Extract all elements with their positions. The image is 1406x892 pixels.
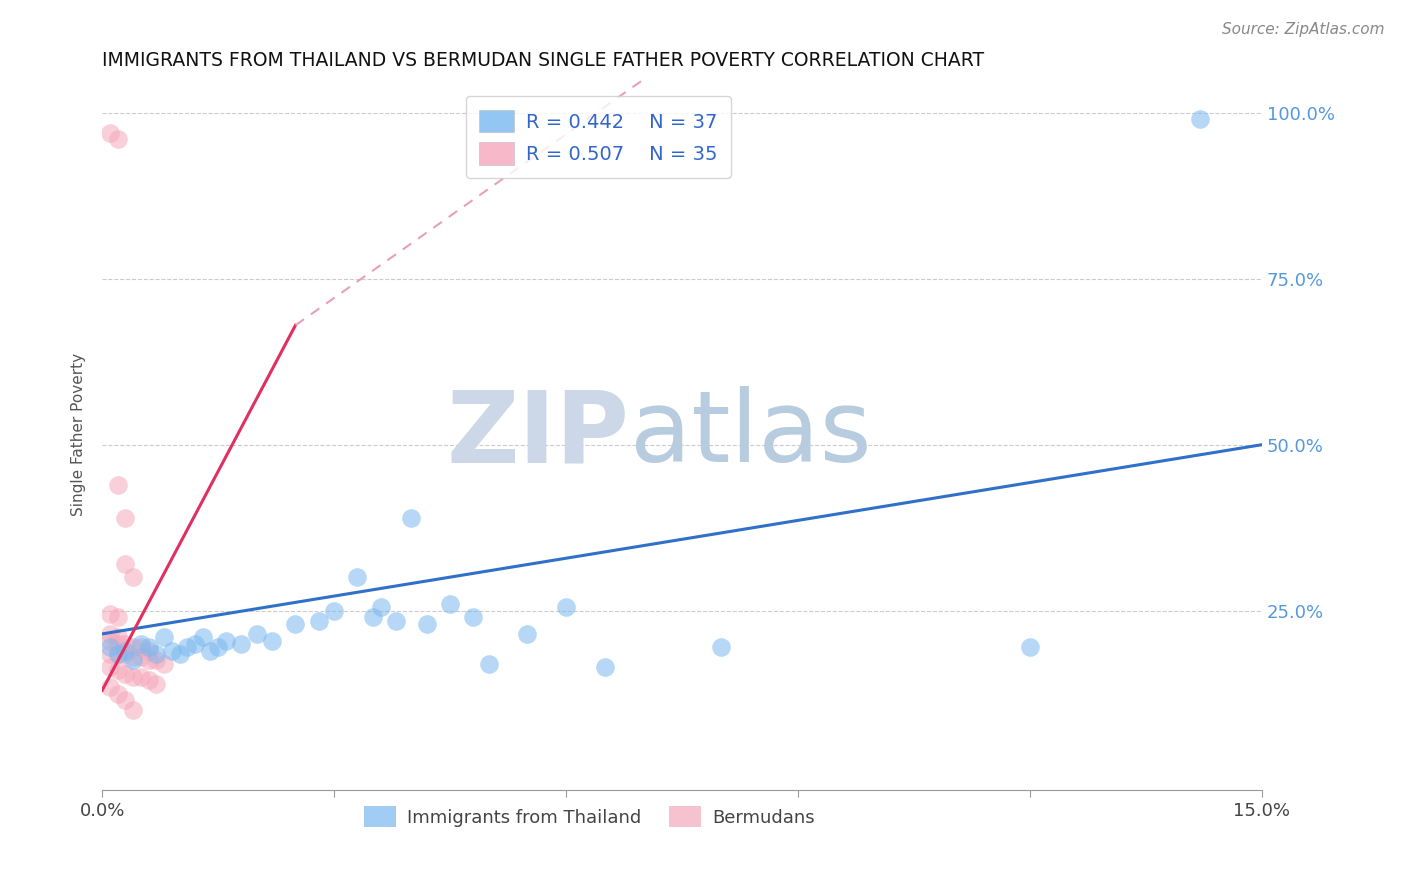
Point [478,657,501,671]
Point [308,614,330,628]
Point [129,670,152,684]
Point [98,126,121,140]
Point [98,607,121,621]
Point [98,660,121,674]
Point [207,640,229,655]
Point [191,630,214,644]
Point [439,597,461,611]
Point [114,510,136,524]
Point [153,657,176,671]
Point [114,693,136,707]
Point [176,640,198,655]
Point [98,633,121,648]
Point [114,558,136,572]
Point [114,647,136,661]
Text: ZIP: ZIP [447,386,630,483]
Point [370,600,392,615]
Point [107,647,129,661]
Point [200,643,222,657]
Point [346,570,368,584]
Point [262,633,284,648]
Text: atlas: atlas [630,386,872,483]
Point [416,616,439,631]
Point [145,647,167,661]
Point [710,640,733,655]
Point [145,676,167,690]
Point [129,640,152,655]
Point [184,637,207,651]
Point [107,637,129,651]
Point [98,647,121,661]
Text: Source: ZipAtlas.com: Source: ZipAtlas.com [1222,22,1385,37]
Point [98,627,121,641]
Point [129,637,152,651]
Point [153,630,176,644]
Point [231,637,253,651]
Point [114,666,136,681]
Point [385,614,408,628]
Point [122,653,145,667]
Point [323,604,346,618]
Point [107,687,129,701]
Point [401,510,423,524]
Point [122,640,145,655]
Point [107,630,129,644]
Point [246,627,269,641]
Point [215,633,238,648]
Point [361,610,384,624]
Point [114,643,136,657]
Point [284,616,307,631]
Point [122,703,145,717]
Point [122,670,145,684]
Point [516,627,538,641]
Point [138,673,160,688]
Point [122,570,145,584]
Point [138,653,160,667]
Point [169,647,191,661]
Point [138,640,160,655]
Y-axis label: Single Father Poverty: Single Father Poverty [72,353,86,516]
Point [138,643,160,657]
Point [129,650,152,665]
Point [555,600,578,615]
Point [107,664,129,678]
Point [145,653,167,667]
Point [98,640,121,655]
Point [1189,112,1212,127]
Point [160,643,183,657]
Point [107,647,129,661]
Point [1019,640,1042,655]
Point [593,660,616,674]
Point [463,610,485,624]
Point [107,132,129,146]
Legend: Immigrants from Thailand, Bermudans: Immigrants from Thailand, Bermudans [357,799,823,834]
Point [107,477,129,491]
Point [114,637,136,651]
Point [122,650,145,665]
Point [107,610,129,624]
Point [98,680,121,694]
Text: IMMIGRANTS FROM THAILAND VS BERMUDAN SINGLE FATHER POVERTY CORRELATION CHART: IMMIGRANTS FROM THAILAND VS BERMUDAN SIN… [103,51,984,70]
